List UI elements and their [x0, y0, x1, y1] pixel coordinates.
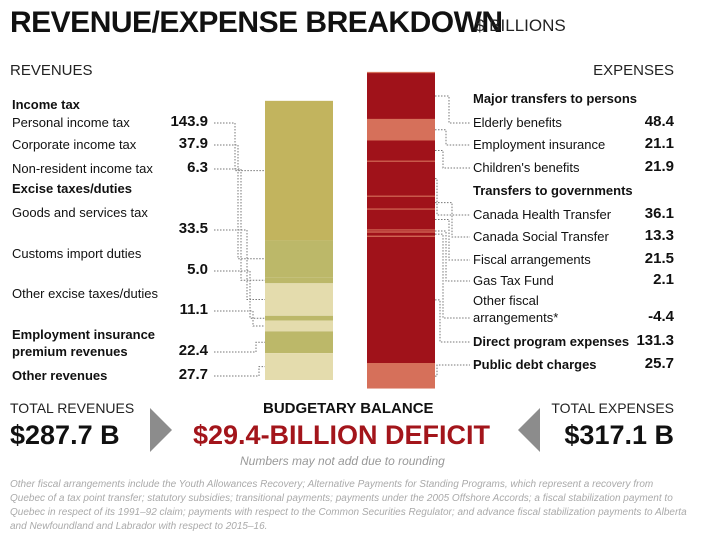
expense-label-fiscal-arrangements: Fiscal arrangements: [473, 252, 591, 267]
rounding-note: Numbers may not add due to rounding: [240, 454, 445, 468]
expense-label-major-transfers-to-persons: Major transfers to persons: [473, 91, 637, 106]
revenue-leader-other-excise-taxes-duties: [214, 310, 265, 327]
expense-label-canada-social-transfer: Canada Social Transfer: [473, 229, 609, 244]
revenue-leader-corporate-income-tax: [214, 144, 265, 260]
revenue-leader-customs-import-duties: [214, 270, 265, 319]
expense-value-children-s-benefits: 21.9: [644, 158, 674, 175]
expense-label-direct-program-expenses: Direct program expenses: [473, 334, 630, 349]
revenue-label-customs-import-duties: Customs import duties: [12, 246, 142, 261]
expense-value-public-debt-charges: 25.7: [644, 355, 674, 372]
right-arrow-icon: [150, 408, 172, 452]
revenue-label-non-resident-income-tax: Non-resident income tax: [12, 161, 153, 176]
revenue-bar-other-excise-taxes-duties: [265, 320, 333, 332]
expense-label-employment-insurance: Employment insurance: [473, 137, 606, 152]
expense-value-elderly-benefits: 48.4: [644, 113, 674, 130]
revenue-label-other-revenues: Other revenues: [12, 368, 108, 383]
expense-label-elderly-benefits: Elderly benefits: [473, 115, 562, 130]
deficit-value: $29.4-BILLION DEFICIT: [193, 420, 491, 450]
expense-label-transfers-to-governments: Transfers to governments: [473, 183, 633, 198]
revenue-value-employment-insurance-premium-revenues: 22.4: [178, 342, 208, 359]
expense-leader-gas-tax-fund: [435, 230, 470, 282]
expense-bar-direct-program-expenses: [367, 236, 435, 364]
expense-leader-fiscal-arrangements: [435, 219, 470, 261]
expense-leader-direct-program-expenses: [435, 299, 470, 343]
revenue-value-corporate-income-tax: 37.9: [178, 135, 208, 152]
revenue-label-employment-insurance-premium-revenues: Employment insurance premium revenues: [12, 327, 156, 359]
expense-value-direct-program-expenses: 131.3: [636, 332, 674, 349]
revenue-label-other-excise-taxes-duties: Other excise taxes/duties: [12, 286, 158, 301]
total-expenses-label: TOTAL EXPENSES: [551, 400, 674, 416]
revenue-value-goods-and-services-tax: 33.5: [178, 220, 208, 237]
expenses-header: EXPENSES: [593, 62, 674, 79]
revenue-value-other-revenues: 27.7: [178, 366, 208, 383]
expense-bar-other-fiscal-arrangements: [367, 231, 435, 237]
expense-leader-other-fiscal-arrangements: [435, 233, 470, 319]
expense-label-gas-tax-fund: Gas Tax Fund: [473, 273, 554, 288]
revenue-leader-other-revenues: [214, 366, 265, 377]
revenue-label-personal-income-tax: Personal income tax: [12, 115, 130, 130]
revenue-bar-non-resident-income-tax: [265, 277, 333, 284]
expense-leader-employment-insurance: [435, 129, 470, 146]
expense-label-children-s-benefits: Children's benefits: [473, 160, 580, 175]
expense-value-employment-insurance: 21.1: [644, 135, 674, 152]
revenue-bar-employment-insurance-premium-revenues: [265, 331, 333, 354]
expense-label-canada-health-transfer: Canada Health Transfer: [473, 207, 612, 222]
expense-bar-gas-tax-fund: [367, 229, 435, 232]
revenue-value-other-excise-taxes-duties: 11.1: [179, 301, 208, 318]
revenue-value-non-resident-income-tax: 6.3: [187, 159, 208, 176]
expense-bar-fiscal-arrangements: [367, 209, 435, 230]
revenue-label-corporate-income-tax: Corporate income tax: [12, 137, 137, 152]
expense-leader-public-debt-charges: [435, 364, 470, 377]
revenue-bar-corporate-income-tax: [265, 240, 333, 278]
expense-bar-public-debt-charges: [367, 363, 435, 389]
expense-leader-elderly-benefits: [435, 95, 470, 124]
chart-title: REVENUE/EXPENSE BREAKDOWN: [10, 6, 503, 39]
total-revenues-label: TOTAL REVENUES: [10, 400, 135, 416]
revenue-value-customs-import-duties: 5.0: [187, 261, 208, 278]
expense-value-other-fiscal-arrangements: -4.4: [648, 308, 674, 325]
revenues-header: REVENUES: [10, 62, 93, 79]
expense-label-public-debt-charges: Public debt charges: [473, 357, 597, 372]
expense-leader-canada-social-transfer: [435, 202, 470, 238]
revenue-leader-employment-insurance-premium-revenues: [214, 341, 265, 353]
revenue-bar-goods-and-services-tax: [265, 283, 333, 316]
revenue-label-goods-and-services-tax: Goods and services tax: [12, 205, 148, 220]
expense-leader-canada-health-transfer: [435, 178, 470, 216]
expense-bar-children-s-benefits: [367, 139, 435, 162]
expense-bar-canada-health-transfer: [367, 161, 435, 197]
expense-leader-children-s-benefits: [435, 150, 470, 169]
revenue-bar-other-revenues: [265, 353, 333, 380]
revenue-leader-non-resident-income-tax: [214, 168, 265, 281]
expense-value-canada-health-transfer: 36.1: [644, 205, 674, 222]
left-arrow-icon: [518, 408, 540, 452]
revenue-bar-personal-income-tax: [265, 100, 333, 241]
total-expenses-value: $317.1 B: [564, 420, 674, 450]
revenue-leader-personal-income-tax: [214, 122, 265, 172]
expense-value-fiscal-arrangements: 21.5: [644, 250, 674, 267]
expense-value-canada-social-transfer: 13.3: [644, 227, 674, 244]
revenue-label-income-tax: Income tax: [12, 97, 80, 112]
expense-label-other-fiscal-arrangements: Other fiscal arrangements*: [473, 293, 559, 325]
expense-bar-elderly-benefits: [367, 72, 435, 120]
expense-bar-employment-insurance: [367, 119, 435, 140]
revenue-bar-customs-import-duties: [265, 315, 333, 321]
revenue-label-excise-taxes-duties: Excise taxes/duties: [12, 181, 132, 196]
unit-label: $ BILLIONS: [475, 16, 566, 35]
budgetary-balance-label: BUDGETARY BALANCE: [263, 400, 434, 417]
expense-bar-canada-social-transfer: [367, 196, 435, 210]
revenue-leader-goods-and-services-tax: [214, 229, 265, 301]
footnote: Other fiscal arrangements include the Yo…: [10, 479, 687, 532]
total-revenues-value: $287.7 B: [10, 420, 120, 450]
expense-value-gas-tax-fund: 2.1: [653, 271, 674, 288]
revenue-value-personal-income-tax: 143.9: [170, 113, 208, 130]
